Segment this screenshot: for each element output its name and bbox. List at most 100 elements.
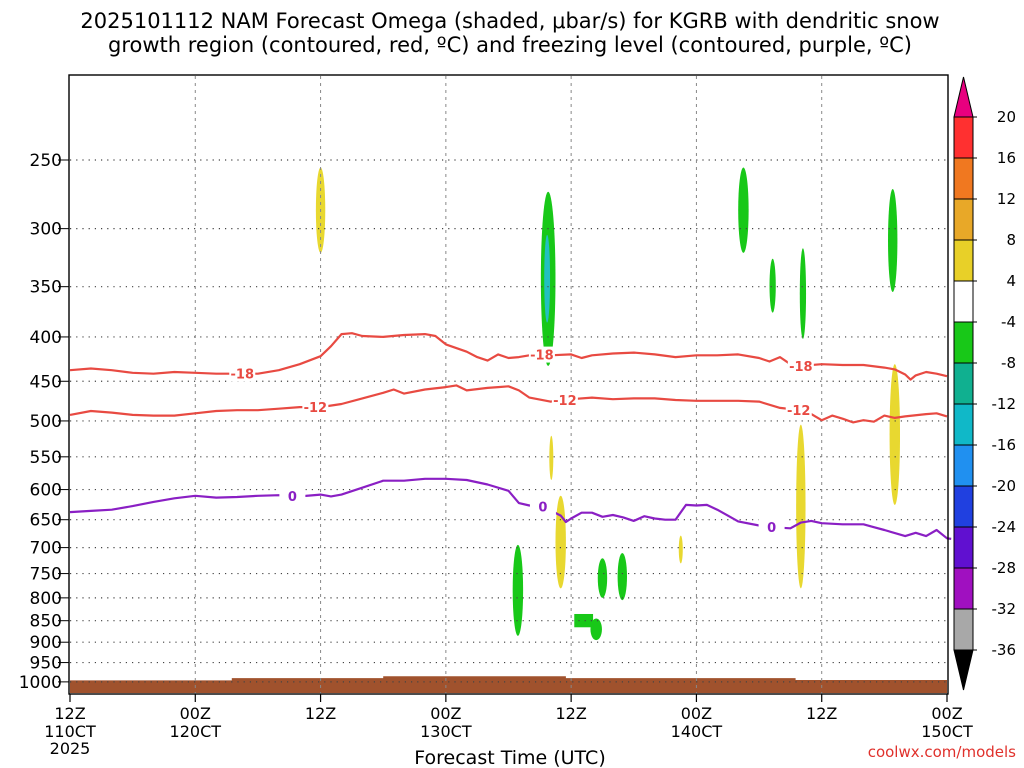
x-tick-bottom-5: 140CT — [671, 722, 723, 741]
contour-label--12C-0: -12 — [304, 401, 328, 416]
x-tick-top-7: 00Z — [931, 704, 962, 723]
y-tick-label-250: 250 — [30, 151, 62, 171]
colorbar-label-3: 8 — [1006, 231, 1016, 249]
omega-region-green-315 — [888, 188, 898, 293]
colorbar-label-11: -28 — [992, 559, 1017, 577]
y-tick-label-900: 900 — [30, 633, 62, 653]
x-axis-label: Forecast Time (UTC) — [414, 747, 605, 768]
colorbar-label-9: -20 — [992, 477, 1017, 495]
plot-frame — [68, 74, 949, 695]
contour-label-0C-2: 0 — [767, 521, 776, 536]
contour-label--12C-2: -12 — [787, 404, 811, 419]
omega-region-green-290 — [738, 167, 749, 253]
colorbar-bin-4 — [953, 280, 974, 323]
x-tick-bottom-1: 120CT — [170, 722, 222, 741]
contour-label-bg--12C-2 — [785, 402, 812, 419]
x-tick-top-0: 12Z — [54, 704, 85, 723]
contour-label-bg--18C-1 — [528, 346, 555, 363]
contour-label-0C-0: 0 — [288, 490, 297, 505]
y-tick-label-650: 650 — [30, 511, 62, 531]
omega-region-yellow-540 — [549, 435, 554, 481]
contour-label-bg-0C-1 — [529, 498, 556, 515]
contour-label--18C-0: -18 — [231, 368, 255, 383]
contour-label--18C-1: -18 — [530, 349, 554, 364]
x-tick-year-0: 2025 — [50, 739, 91, 758]
colorbar-label-6: -8 — [1001, 354, 1016, 372]
colorbar-label-8: -16 — [992, 436, 1017, 454]
contour-label-bg--18C-2 — [787, 357, 814, 374]
colorbar-bin-0 — [953, 116, 974, 159]
contour--12C — [69, 384, 948, 424]
colorbar-bin-9 — [953, 485, 974, 528]
omega-region-yellow-700s — [678, 535, 683, 564]
y-tick-label-850: 850 — [30, 612, 62, 632]
colorbar-bin-5 — [953, 321, 974, 364]
omega-region-green-750 — [617, 552, 627, 601]
x-tick-bottom-0: 110CT — [44, 722, 96, 741]
colorbar-label-0: 20 — [997, 108, 1016, 126]
contour-label-0C-1: 0 — [538, 501, 547, 516]
contour-label-bg--12C-0 — [302, 399, 329, 416]
omega-region-yellow-520 — [889, 364, 901, 505]
omega-shading-layer — [315, 167, 901, 641]
colorbar-bin-2 — [953, 198, 974, 241]
omega-region-yellow-700 — [555, 495, 566, 589]
x-tick-bottom-3: 130CT — [420, 722, 472, 741]
contour-label-bg--18C-0 — [229, 365, 256, 382]
colorbar-label-13: -36 — [992, 641, 1017, 659]
contour--18C — [69, 332, 948, 381]
contour-0C — [69, 477, 952, 540]
colorbar-bin-11 — [953, 567, 974, 610]
x-tick-top-3: 00Z — [430, 704, 461, 723]
colorbar-label-10: -24 — [992, 518, 1017, 536]
x-tick-top-6: 12Z — [806, 704, 837, 723]
contour-label--18C-2: -18 — [789, 360, 813, 375]
colorbar-bin-12 — [953, 608, 974, 651]
colorbar-label-12: -32 — [992, 600, 1017, 618]
credit-text: coolwx.com/models — [868, 743, 1016, 761]
contour-label--12C-1: -12 — [553, 394, 577, 409]
colorbar-bin-10 — [953, 526, 974, 569]
chart-title-line-2: growth region (contoured, red, ºC) and f… — [108, 33, 912, 57]
colorbar-bin-1 — [953, 157, 974, 200]
colorbar-label-4: 4 — [1006, 272, 1016, 290]
y-tick-label-500: 500 — [30, 412, 62, 432]
omega-region-green-360 — [799, 248, 807, 339]
y-axis-ticks: 2503003504004505005506006507007508008509… — [19, 151, 69, 693]
y-tick-label-600: 600 — [30, 481, 62, 501]
colorbar-label-7: -12 — [992, 395, 1017, 413]
colorbar-bin-7 — [953, 403, 974, 446]
y-tick-label-750: 750 — [30, 565, 62, 585]
omega-region-green-760 — [597, 558, 608, 598]
y-tick-label-800: 800 — [30, 589, 62, 609]
terrain-layer — [70, 676, 947, 693]
contour-layer: -18 -18 -18 -12 -12 -12 0 0 0 — [69, 332, 952, 540]
omega-region-green-790 — [512, 544, 524, 636]
colorbar-label-2: 12 — [997, 190, 1016, 208]
omega-region-green-block-850 — [574, 613, 594, 628]
colorbar-bottom-arrow — [953, 649, 974, 691]
colorbar-bin-8 — [953, 444, 974, 487]
y-tick-label-550: 550 — [30, 448, 62, 468]
x-tick-top-2: 12Z — [305, 704, 336, 723]
y-tick-label-400: 400 — [30, 328, 62, 348]
omega-region-yellow-680 — [796, 424, 806, 589]
x-tick-bottom-7: 150CT — [921, 722, 973, 741]
x-tick-top-1: 00Z — [180, 704, 211, 723]
colorbar-top-arrow — [953, 76, 974, 118]
terrain-fill — [70, 676, 947, 693]
contour-label-bg-0C-2 — [758, 518, 785, 535]
omega-region-green-870 — [590, 618, 602, 641]
colorbar-label-5: -4 — [1001, 313, 1016, 331]
omega-region-cyan-330 — [544, 234, 551, 323]
contour-label-bg--12C-1 — [551, 391, 578, 408]
y-tick-label-950: 950 — [30, 654, 62, 674]
y-tick-label-700: 700 — [30, 539, 62, 559]
contour-label-bg-0C-0 — [279, 487, 306, 504]
y-tick-label-1000: 1000 — [19, 673, 62, 693]
x-tick-top-5: 00Z — [681, 704, 712, 723]
x-tick-top-4: 12Z — [555, 704, 586, 723]
omega-region-green-350 — [769, 258, 776, 313]
colorbar-bin-3 — [953, 239, 974, 282]
